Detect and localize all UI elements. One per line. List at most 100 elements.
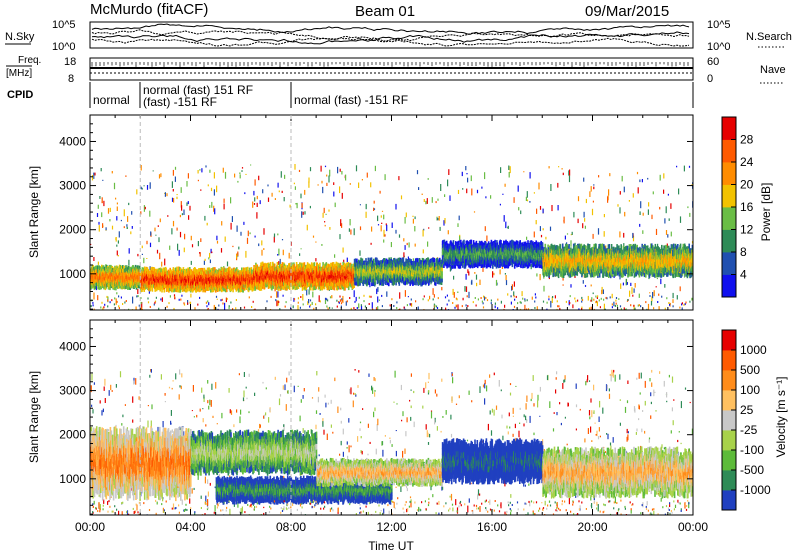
power-echo: [181, 187, 182, 193]
power-band-cell: [210, 289, 212, 293]
nsearch-tick-low: 10^0: [707, 41, 731, 53]
power-echo: [660, 175, 661, 181]
power-echo: [150, 182, 151, 189]
power-echo: [651, 301, 652, 306]
power-echo: [567, 233, 568, 234]
power-echo: [342, 296, 343, 303]
power-echo: [366, 204, 367, 209]
power-echo: [234, 174, 235, 178]
power-echo: [116, 292, 117, 294]
power-echo: [524, 298, 525, 299]
power-echo: [326, 214, 327, 215]
power-band-cell: [327, 286, 329, 290]
power-echo: [188, 201, 189, 204]
power-echo: [332, 308, 333, 309]
power-echo: [262, 189, 263, 193]
power-echo: [647, 178, 648, 180]
power-echo: [217, 241, 218, 244]
power-echo: [659, 207, 660, 210]
power-echo: [132, 297, 133, 304]
power-echo: [414, 226, 415, 231]
power-echo: [340, 169, 341, 172]
power-echo: [258, 244, 259, 247]
power-echo: [471, 189, 472, 196]
power-echo: [476, 283, 477, 286]
freq-tick-high: 18: [64, 56, 76, 68]
power-echo: [201, 168, 202, 172]
power-echo: [613, 302, 614, 307]
power-echo: [639, 294, 640, 298]
power-echo: [444, 194, 445, 197]
power-echo: [155, 235, 156, 236]
power-echo: [158, 225, 159, 227]
power-echo: [623, 233, 624, 238]
power-echo: [652, 292, 653, 298]
power-echo: [209, 170, 210, 173]
power-heatmap: [90, 164, 694, 315]
power-echo: [573, 212, 574, 218]
power-echo: [638, 187, 639, 193]
power-echo: [146, 258, 147, 259]
power-echo: [268, 198, 269, 202]
power-echo: [284, 197, 285, 201]
power-echo: [164, 259, 165, 266]
power-echo: [263, 248, 264, 250]
power-echo: [624, 212, 625, 217]
power-echo: [128, 260, 129, 266]
power-echo: [137, 289, 138, 294]
power-echo: [112, 226, 113, 230]
power-echo: [659, 306, 660, 309]
power-echo: [678, 189, 679, 195]
power-echo: [294, 164, 295, 170]
power-echo: [256, 212, 257, 218]
power-band-cell: [282, 262, 284, 266]
power-echo: [254, 203, 255, 205]
power-echo: [245, 174, 246, 175]
power-echo: [673, 293, 674, 298]
power-echo: [137, 254, 138, 256]
power-echo: [340, 219, 341, 226]
power-echo: [593, 187, 594, 190]
power-echo: [283, 250, 284, 256]
power-echo: [593, 234, 594, 239]
power-echo: [325, 166, 326, 167]
power-echo: [142, 254, 143, 255]
power-echo: [395, 230, 396, 234]
power-echo: [635, 283, 636, 288]
power-band-cell: [289, 286, 291, 290]
power-echo: [563, 173, 564, 175]
power-echo: [403, 252, 404, 257]
power-echo: [437, 199, 438, 201]
power-echo: [116, 216, 117, 220]
power-echo: [339, 186, 340, 193]
power-echo: [186, 202, 187, 206]
power-echo: [236, 254, 237, 258]
power-echo: [462, 172, 463, 176]
power-echo: [182, 213, 183, 215]
power-echo: [569, 170, 570, 176]
power-echo: [642, 179, 643, 182]
power-echo: [205, 259, 206, 261]
power-echo: [535, 293, 536, 295]
power-echo: [319, 295, 320, 302]
power-echo: [114, 183, 115, 189]
power-echo: [331, 295, 332, 298]
power-echo: [505, 184, 506, 187]
power-echo: [277, 234, 278, 236]
power-echo: [658, 294, 659, 296]
power-echo: [433, 288, 434, 295]
power-echo: [343, 248, 344, 253]
power-echo: [250, 232, 251, 234]
power-echo: [383, 230, 384, 237]
power-echo: [243, 222, 244, 225]
power-echo: [569, 176, 570, 183]
power-echo: [677, 295, 678, 299]
power-echo: [666, 230, 667, 235]
power-echo: [127, 227, 128, 229]
power-echo: [609, 173, 610, 176]
power-echo: [224, 204, 225, 210]
power-echo: [98, 222, 99, 225]
power-echo: [128, 203, 129, 205]
power-echo: [401, 195, 402, 199]
power-band-cell: [202, 268, 204, 272]
